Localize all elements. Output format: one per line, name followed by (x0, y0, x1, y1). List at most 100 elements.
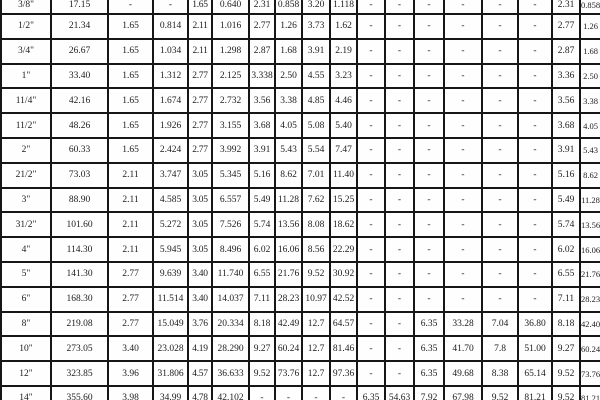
value-cell: 2.77 (187, 136, 213, 164)
value-cell: 5.16 (551, 161, 581, 189)
value-cell: 1.65 (107, 62, 154, 90)
value-cell: 2.77 (107, 285, 154, 313)
value-cell: 2.50 (579, 62, 600, 90)
value-cell: 6.55 (551, 260, 581, 288)
value-cell: 49.68 (443, 360, 483, 387)
value-cell: 81.21 (517, 384, 553, 400)
pipe-size-cell: 6" (0, 285, 52, 313)
value-cell: 4.46 (329, 87, 358, 115)
value-cell: 219.08 (50, 310, 109, 338)
value-cell: 1.926 (152, 112, 189, 139)
value-cell: 1.68 (274, 37, 303, 65)
value-cell: - (413, 136, 445, 164)
value-cell: 2.11 (107, 236, 154, 263)
value-cell: - (384, 112, 415, 139)
value-cell: - (443, 285, 483, 313)
value-cell: 5.16 (248, 161, 276, 189)
value-cell: 2.31 (248, 0, 276, 15)
value-cell: 9.52 (551, 384, 581, 400)
value-cell: 54.63 (384, 384, 415, 400)
value-cell: 5.40 (329, 112, 358, 139)
value-cell: - (481, 236, 519, 263)
value-cell: - (481, 260, 519, 288)
pipe-size-cell: 31/2" (0, 211, 52, 239)
value-cell: 3.91 (248, 136, 276, 164)
value-cell: 168.30 (50, 285, 109, 313)
value-cell: - (443, 136, 483, 164)
value-cell: - (481, 13, 519, 40)
value-cell: 51.00 (517, 335, 553, 363)
value-cell: 3.05 (187, 186, 213, 214)
value-cell: 12.7 (301, 335, 331, 363)
value-cell: 9.27 (551, 335, 581, 363)
value-cell: - (384, 13, 415, 40)
value-cell: 1.016 (211, 13, 250, 40)
value-cell: 8.496 (211, 236, 250, 263)
value-cell: 41.70 (443, 335, 483, 363)
table-row: 3/8" 17.15- -1.65 0.640 2.31 0.858 3.20 1.118- -… (0, 0, 600, 15)
value-cell: 12.7 (301, 310, 331, 338)
value-cell: 12.7 (301, 360, 331, 387)
value-cell: 3.40 (187, 285, 213, 313)
pipe-size-cell: 11/2" (0, 112, 52, 139)
value-cell: 26.67 (50, 37, 109, 65)
value-cell: 23.028 (152, 335, 189, 363)
value-cell: 2.77 (187, 87, 213, 115)
value-cell: 42.16 (50, 87, 109, 115)
value-cell: 28.23 (274, 285, 303, 313)
value-cell: - (517, 136, 553, 164)
value-cell: - (481, 186, 519, 214)
value-cell: 0.858 (579, 0, 600, 15)
value-cell: - (443, 161, 483, 189)
value-cell: 7.62 (301, 186, 331, 214)
value-cell: - (413, 112, 445, 139)
value-cell: - (443, 13, 483, 40)
value-cell: - (384, 335, 415, 363)
value-cell: 6.02 (551, 236, 581, 263)
value-cell: 3.56 (551, 87, 581, 115)
value-cell: 7.11 (551, 285, 581, 313)
value-cell: 3.05 (187, 211, 213, 239)
value-cell: 1.65 (107, 13, 154, 40)
value-cell: 2.11 (187, 13, 213, 40)
value-cell: 2.732 (211, 87, 250, 115)
table-row: 11/4" 42.16 1.65 1.674 2.77 2.732 3.56 3.38 4.85… (0, 87, 600, 115)
value-cell: - (356, 161, 386, 189)
value-cell: 2.50 (274, 62, 303, 90)
value-cell: 1.65 (187, 0, 213, 15)
value-cell: - (384, 360, 415, 387)
value-cell: 4.78 (187, 384, 213, 400)
pipe-size-cell: 3/8" (0, 0, 52, 15)
value-cell: 2.77 (187, 62, 213, 90)
table-row: 12" 323.85 3.96 31.806 4.57 36.633 9.52 73.76 12… (0, 360, 600, 387)
value-cell: 7.04 (481, 310, 519, 338)
value-cell: 2.424 (152, 136, 189, 164)
value-cell: - (481, 87, 519, 115)
value-cell: 6.02 (248, 236, 276, 263)
value-cell: - (413, 0, 445, 15)
value-cell: 10.97 (301, 285, 331, 313)
value-cell: 36.633 (211, 360, 250, 387)
value-cell: 8.18 (248, 310, 276, 338)
value-cell: - (517, 0, 553, 15)
value-cell: 11.28 (274, 186, 303, 214)
value-cell: - (481, 285, 519, 313)
value-cell: 3.56 (248, 87, 276, 115)
value-cell: 2.31 (551, 0, 581, 15)
value-cell: - (384, 211, 415, 239)
value-cell: 1.674 (152, 87, 189, 115)
value-cell: 355.60 (50, 384, 109, 400)
value-cell: - (481, 136, 519, 164)
value-cell: 5.43 (274, 136, 303, 164)
value-cell: 3.747 (152, 161, 189, 189)
value-cell: - (413, 186, 445, 214)
value-cell: - (384, 0, 415, 15)
value-cell: 3.91 (301, 37, 331, 65)
value-cell: - (356, 260, 386, 288)
table-row: 3/4" 26.67 1.65 1.034 2.11 1.298 2.87 1.68 3.91 2… (0, 37, 600, 65)
table-row: 14" 355.60 3.98 34.99 4.78 42.102- - - -6.35 54.6… (0, 384, 600, 400)
value-cell: - (356, 211, 386, 239)
value-cell: - (384, 87, 415, 115)
value-cell: 0.640 (211, 0, 250, 15)
value-cell: - (413, 211, 445, 239)
